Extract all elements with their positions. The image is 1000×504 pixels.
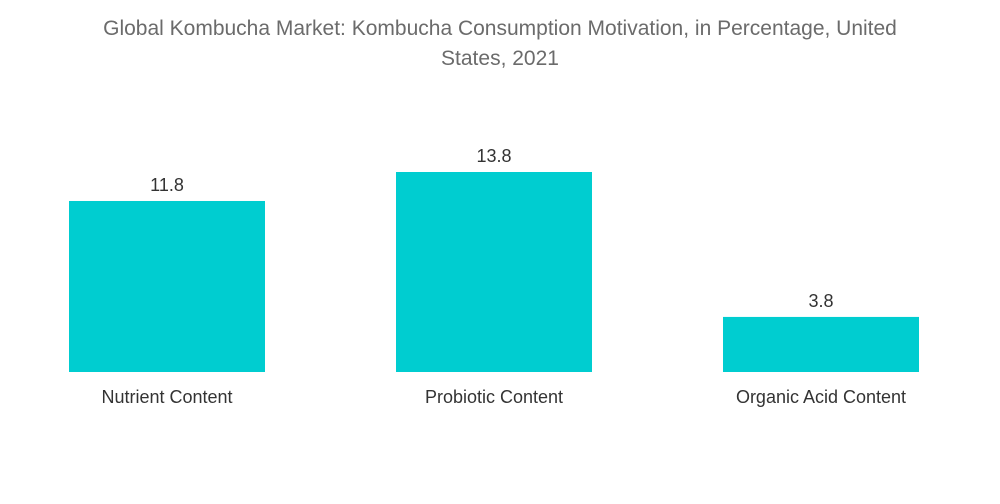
bar-1 — [396, 172, 592, 372]
chart-title: Global Kombucha Market: Kombucha Consump… — [0, 14, 1000, 74]
chart-title-line-1: Global Kombucha Market: Kombucha Consump… — [103, 17, 897, 40]
data-label-0: 11.8 — [150, 175, 184, 195]
category-label-0: Nutrient Content — [101, 387, 232, 407]
data-label-1: 13.8 — [476, 146, 511, 166]
data-label-2: 3.8 — [808, 291, 833, 311]
bar-0 — [69, 200, 265, 372]
category-label-1: Probiotic Content — [425, 387, 563, 407]
bar-2 — [723, 316, 919, 372]
chart-title-line-2: States, 2021 — [441, 47, 559, 70]
category-label-2: Organic Acid Content — [736, 387, 906, 407]
